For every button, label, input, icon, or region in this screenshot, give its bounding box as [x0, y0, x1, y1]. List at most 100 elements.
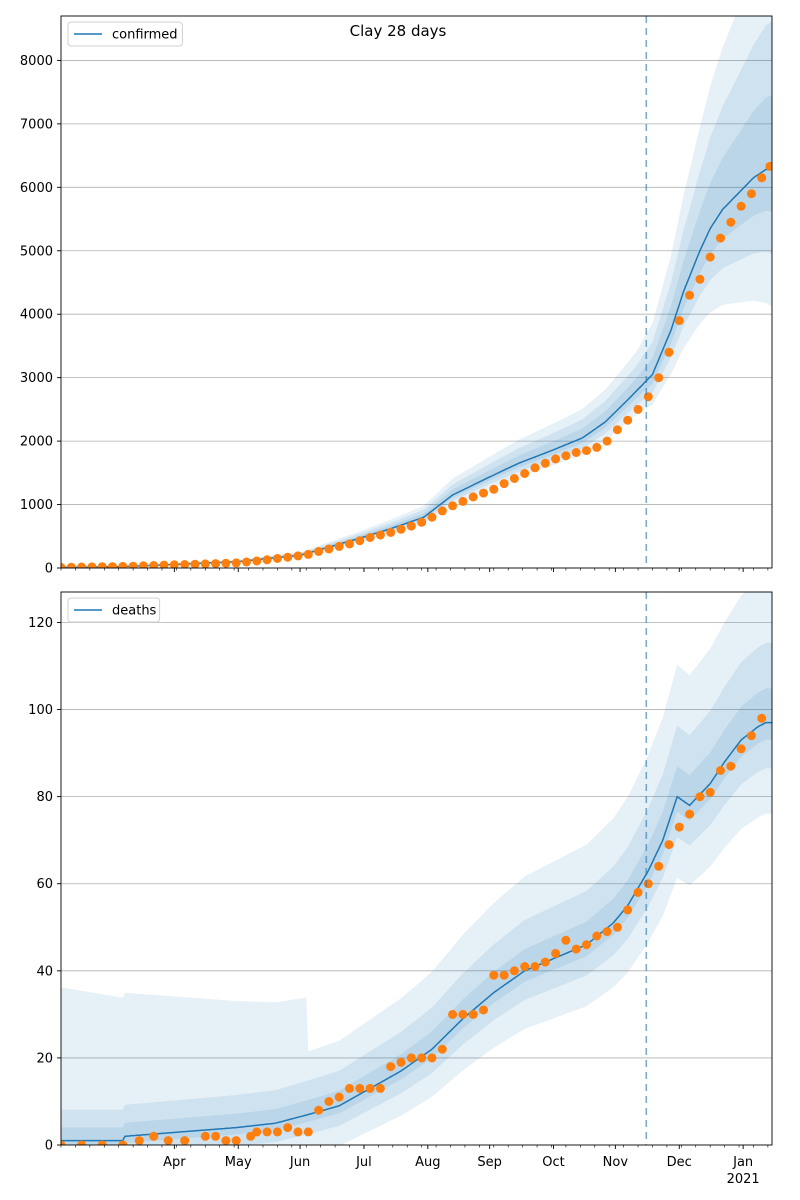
- legend: confirmed: [67, 21, 183, 47]
- observed-point: [149, 561, 159, 568]
- observed-point: [252, 556, 262, 566]
- observed-point: [190, 559, 200, 568]
- observed-point: [458, 1009, 468, 1019]
- observed-point: [180, 1136, 190, 1145]
- observed-point: [664, 347, 674, 357]
- observed-point: [355, 536, 365, 546]
- observed-point: [118, 561, 128, 568]
- observed-point: [551, 454, 561, 464]
- observed-point: [705, 252, 715, 262]
- observed-point: [571, 448, 581, 457]
- observed-point: [746, 731, 756, 741]
- observed-point: [375, 1083, 385, 1093]
- confirmed-panel: 0 1000 2000 3000 4000 5000 6000 7000 8000 confirm…: [20, 15, 773, 577]
- observed-point: [66, 562, 76, 568]
- observed-point: [262, 555, 272, 565]
- observed-point: [134, 1136, 144, 1145]
- y-tick-label: 2000: [20, 435, 53, 450]
- observed-point: [163, 1136, 173, 1145]
- observed-point: [736, 201, 746, 211]
- observed-point: [355, 1083, 365, 1093]
- observed-point: [303, 1127, 313, 1137]
- observed-point: [592, 931, 602, 941]
- observed-point: [695, 274, 705, 284]
- observed-point: [108, 562, 117, 568]
- model-line: [61, 721, 772, 1142]
- observed-point: [582, 446, 591, 456]
- observed-point: [221, 1136, 231, 1145]
- observed-point: [654, 373, 664, 383]
- observed-point: [757, 173, 767, 183]
- observed-point: [169, 560, 179, 568]
- observed-point: [231, 558, 241, 568]
- observed-point: [623, 905, 633, 915]
- observed-point: [345, 1083, 354, 1093]
- observed-point: [716, 766, 725, 775]
- observed-point: [437, 506, 447, 516]
- observed-point: [685, 290, 695, 300]
- observed-point: [509, 474, 519, 483]
- observed-point: [283, 1123, 293, 1133]
- observed-point: [149, 1131, 159, 1141]
- plot-area: [61, 16, 772, 568]
- uncertainty-band: [61, 688, 772, 1145]
- y-tick-label: 60: [36, 877, 53, 892]
- observed-point: [334, 1092, 344, 1102]
- observed-point: [458, 496, 468, 506]
- y-tick-label: 3000: [20, 371, 53, 386]
- y-tick-label: 0: [45, 562, 53, 577]
- observed-point: [726, 217, 736, 227]
- observed-point: [765, 161, 772, 171]
- observed-point: [499, 479, 509, 489]
- y-tick-label: 120: [28, 616, 53, 631]
- observed-point: [138, 561, 148, 568]
- observed-point: [324, 544, 334, 554]
- observed-point: [77, 1140, 87, 1145]
- y-tick-label: 40: [36, 964, 53, 979]
- observed-point: [561, 935, 571, 945]
- observed-point: [334, 541, 344, 551]
- observed-point: [726, 761, 736, 771]
- observed-point: [427, 1053, 437, 1063]
- x-tick-label: Sep: [477, 1155, 502, 1170]
- observed-point: [468, 492, 478, 502]
- observed-point: [623, 415, 633, 425]
- x-tick-label: Nov: [603, 1155, 629, 1170]
- observed-point: [705, 787, 715, 797]
- legend-label: deaths: [112, 604, 157, 619]
- observed-point: [386, 1062, 396, 1072]
- legend-label: confirmed: [112, 28, 178, 43]
- observed-point: [540, 957, 550, 967]
- observed-point: [716, 233, 725, 243]
- x-tick-label: Dec: [667, 1155, 692, 1170]
- observed-point: [314, 1105, 324, 1115]
- observed-point: [520, 469, 530, 478]
- observed-point: [582, 940, 591, 950]
- x-tick-label: Aug: [415, 1155, 440, 1170]
- observed-point: [252, 1127, 262, 1137]
- observed-point: [231, 1136, 241, 1145]
- observed-point: [695, 792, 705, 802]
- legend-box: [67, 21, 183, 47]
- x-tick-label: Jul: [355, 1155, 372, 1170]
- y-tick-label: 7000: [20, 117, 53, 132]
- observed-point: [520, 962, 530, 971]
- observed-point: [612, 425, 622, 435]
- x-tick-label: Apr: [163, 1155, 186, 1170]
- y-tick-label: 80: [36, 790, 53, 805]
- observed-point: [654, 861, 664, 871]
- observed-point: [272, 554, 282, 563]
- chart-title: Clay 28 days: [350, 22, 447, 40]
- y-tick-label: 8000: [20, 54, 53, 69]
- observed-point: [211, 1131, 221, 1141]
- y-tick-label: 1000: [20, 498, 53, 513]
- observed-point: [61, 562, 66, 568]
- y-tick-label: 4000: [20, 308, 53, 323]
- observed-point: [633, 404, 643, 414]
- observed-point: [97, 562, 107, 568]
- observed-point: [592, 442, 602, 452]
- observed-point: [272, 1127, 282, 1137]
- observed-point: [118, 1140, 128, 1145]
- y-tick-label: 0: [45, 1139, 53, 1154]
- observed-point: [499, 970, 509, 980]
